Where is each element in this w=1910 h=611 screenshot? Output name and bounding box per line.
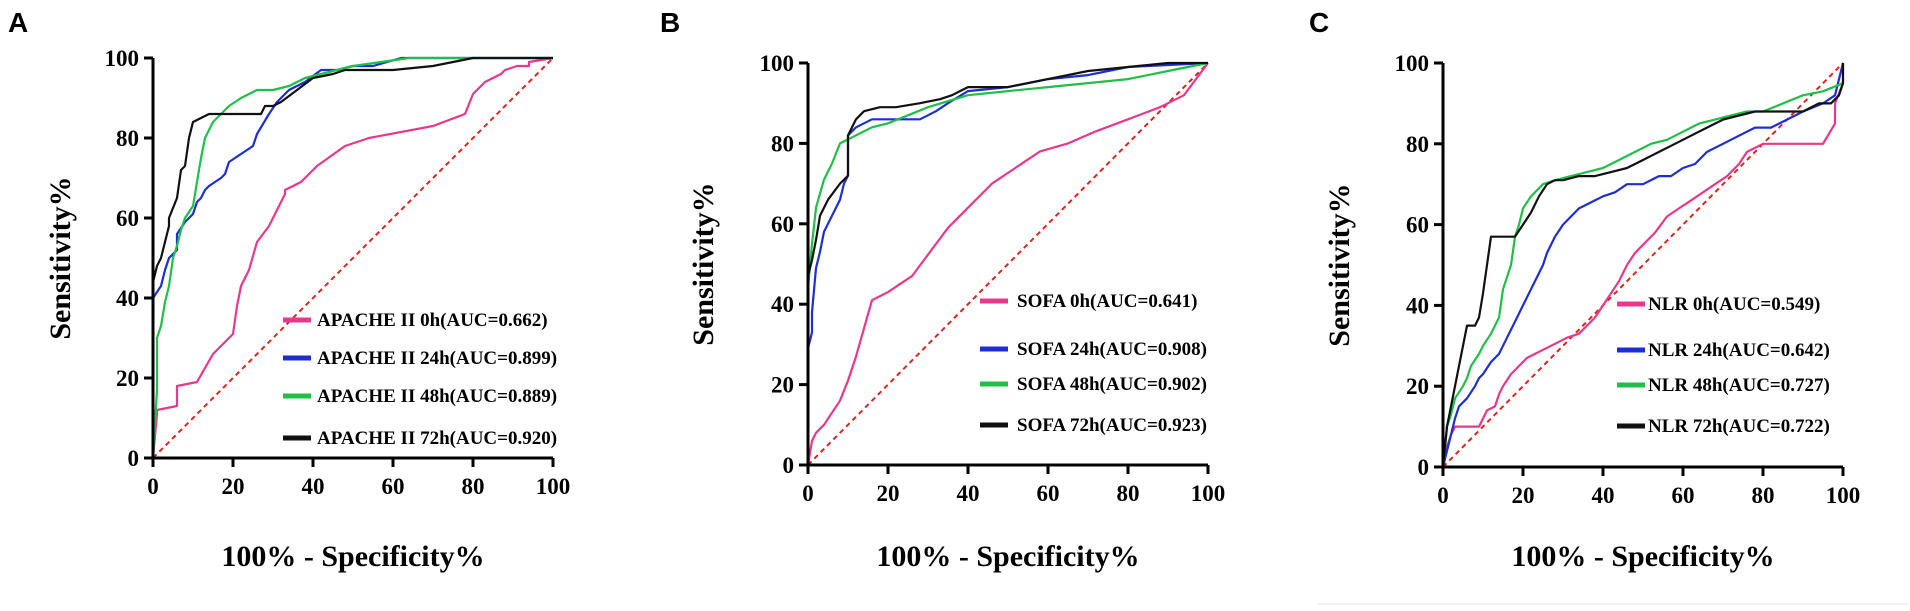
y-axis-title: Sensitivity% [1323,183,1356,346]
x-tick-label: 40 [1592,483,1615,508]
series-line-1 [806,62,1209,466]
y-tick-label: 40 [771,292,794,317]
legend-entry: SOFA 72h(AUC=0.923) [1017,415,1207,436]
legend-entry: APACHE II 24h(AUC=0.899) [317,348,557,369]
y-tick-label: 20 [116,366,139,391]
reference-diagonal [152,57,554,459]
reference-diagonal [1442,62,1844,468]
legend-entry: SOFA 0h(AUC=0.641) [1017,291,1197,312]
legend: SOFA 0h(AUC=0.641) SOFA 24h(AUC=0.908) SOF… [980,291,1207,436]
y-tick-label: 80 [771,131,794,156]
x-tick-label: 0 [1437,483,1449,508]
y-tick-label: 60 [771,212,794,237]
x-tick-label: 40 [957,481,980,506]
x-tick-label: 20 [222,474,245,499]
y-tick-label: 20 [1406,374,1429,399]
x-tick-label: 100 [536,474,571,499]
y-tick-label: 100 [760,51,795,76]
series-line-3 [1441,82,1844,468]
y-tick-label: 60 [1406,213,1429,238]
y-tick-label: 40 [116,286,139,311]
y-axis-title: Sensitivity% [687,182,720,345]
legend-entry: SOFA 48h(AUC=0.902) [1017,374,1207,395]
series-line-4 [1441,63,1845,468]
x-tick-label: 100 [1191,481,1226,506]
series-line-1 [151,56,554,459]
y-tick-label: 20 [771,373,794,398]
legend-entry: NLR 0h(AUC=0.549) [1648,294,1820,315]
legend-entry: APACHE II 72h(AUC=0.920) [317,428,557,449]
x-tick-label: 40 [302,474,325,499]
y-tick-label: 100 [105,46,140,71]
y-axis-title: Sensitivity% [44,176,77,339]
y-tick-label: 0 [1418,455,1430,480]
series-line-3 [151,56,553,459]
panel-a: A 0 20 40 60 80 100 0 20 40 60 80 100 100% - Specific… [8,7,570,573]
y-tick-label: 100 [1395,51,1430,76]
panel-letter-b: B [660,7,680,38]
x-tick-label: 80 [462,474,485,499]
legend-entry: NLR 48h(AUC=0.727) [1648,375,1830,396]
legend: APACHE II 0h(AUC=0.662) APACHE II 24h(AUC… [283,310,557,449]
series-line-3 [806,61,1209,465]
series-line-4 [806,61,1208,465]
y-tick-label: 0 [783,453,795,478]
series-line-2 [1441,62,1845,468]
y-tick-label: 60 [116,206,139,231]
legend-entry: APACHE II 48h(AUC=0.889) [317,386,557,407]
x-tick-label: 80 [1752,483,1775,508]
x-tick-label: 20 [1512,483,1535,508]
x-tick-label: 0 [147,474,159,499]
y-tick-label: 80 [116,126,139,151]
x-tick-label: 60 [1672,483,1695,508]
x-axis-title: 100% - Specificity% [221,540,484,573]
legend-entry: NLR 72h(AUC=0.722) [1648,416,1830,437]
legend-entry: SOFA 24h(AUC=0.908) [1017,339,1207,360]
x-axis-title: 100% - Specificity% [1511,540,1774,573]
legend-entry: NLR 24h(AUC=0.642) [1648,340,1830,361]
legend: NLR 0h(AUC=0.549) NLR 24h(AUC=0.642) NLR 4… [1617,294,1830,437]
panel-b: B 0 20 40 60 80 100 0 20 40 60 80 100 100% - Specific… [660,7,1225,573]
y-tick-label: 0 [128,446,140,471]
y-tick-label: 40 [1406,293,1429,318]
x-tick-label: 0 [802,481,814,506]
x-tick-label: 60 [1037,481,1060,506]
panel-letter-a: A [8,7,28,38]
panel-letter-c: C [1309,7,1329,38]
y-tick-label: 80 [1406,132,1429,157]
x-tick-label: 80 [1117,481,1140,506]
x-tick-label: 20 [877,481,900,506]
x-tick-label: 100 [1826,483,1861,508]
x-tick-label: 60 [382,474,405,499]
series-line-1 [1441,63,1845,468]
reference-diagonal [807,62,1209,466]
panel-c: C 0 20 40 60 80 100 0 20 40 60 80 100 100% - Specific… [1309,7,1860,573]
x-axis-title: 100% - Specificity% [876,540,1139,573]
legend-entry: APACHE II 0h(AUC=0.662) [317,310,548,331]
series-line-4 [151,56,553,458]
